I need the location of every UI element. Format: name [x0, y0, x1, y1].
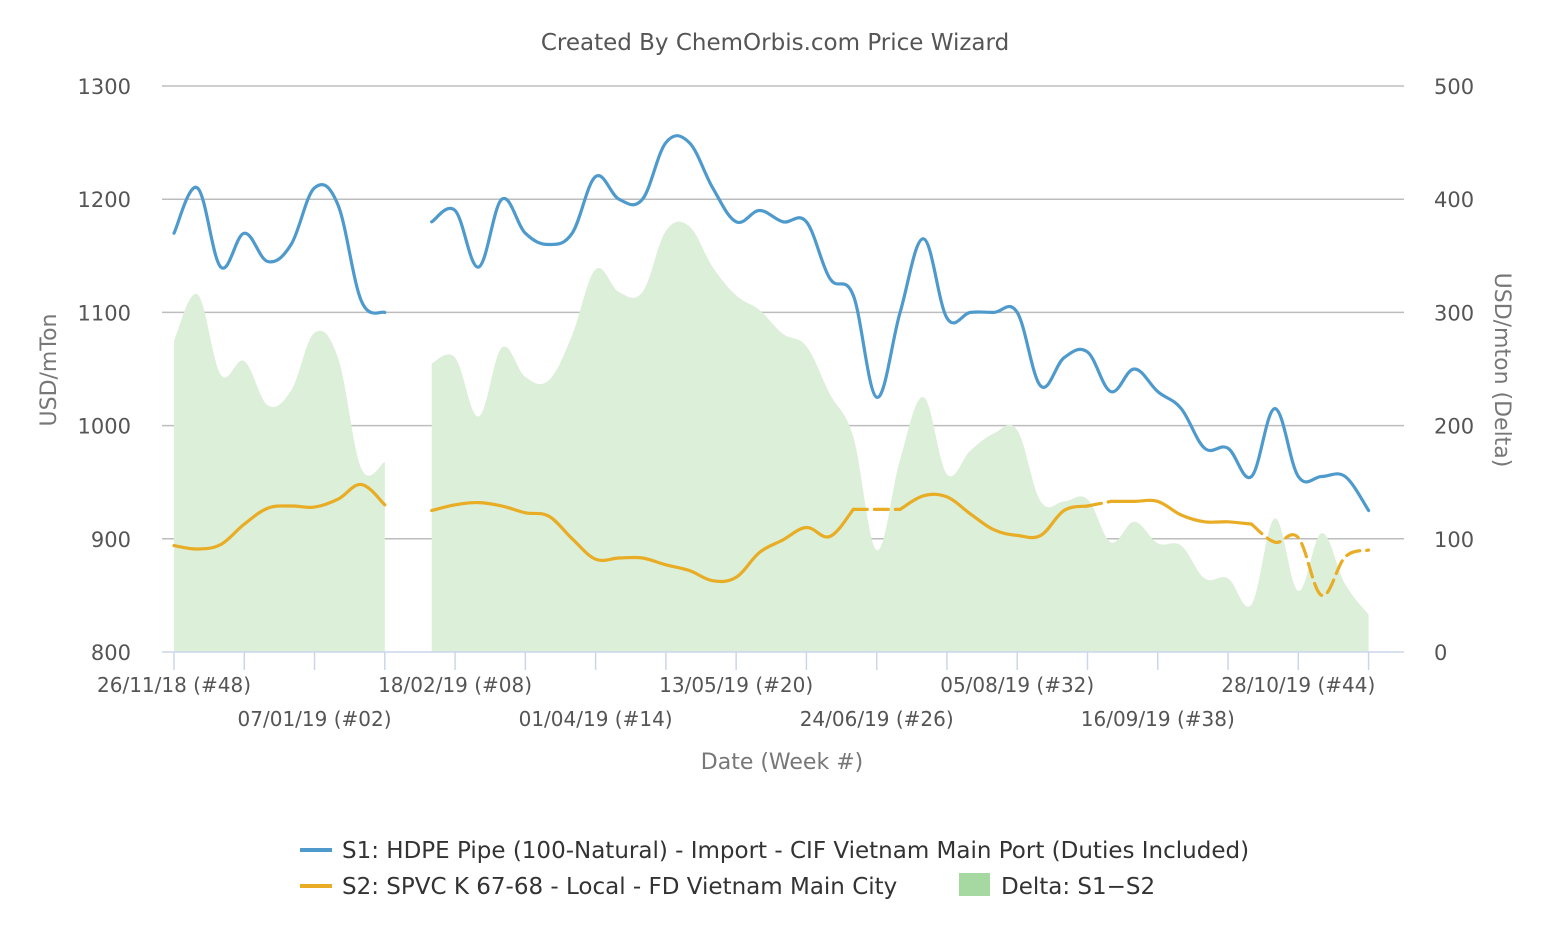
legend-item-s1[interactable]: S1: HDPE Pipe (100-Natural) - Import - C… [300, 838, 1249, 864]
x-tick-label: 28/10/19 (#44) [1221, 673, 1375, 697]
y2-tick-label: 300 [1434, 301, 1474, 325]
y2-tick-label: 200 [1434, 415, 1474, 439]
s1-line-segment [172, 183, 387, 315]
y2-tick-label: 500 [1434, 75, 1474, 99]
y2-tick-label: 100 [1434, 528, 1474, 552]
legend-label-s2: S2: SPVC K 67-68 - Local - FD Vietnam Ma… [342, 874, 897, 900]
legend-item-s2[interactable]: S2: SPVC K 67-68 - Local - FD Vietnam Ma… [300, 874, 897, 900]
x-tick-label: 01/04/19 (#14) [519, 707, 673, 731]
s2-line-segment [1249, 522, 1371, 598]
y2-tick-label: 0 [1434, 641, 1447, 665]
x-axis-title: Date (Week #) [701, 750, 863, 775]
x-tick-label: 07/01/19 (#02) [238, 707, 392, 731]
x-tick-label: 24/06/19 (#26) [800, 707, 954, 731]
legend-item-delta[interactable]: Delta: S1−S2 [959, 873, 1155, 900]
legend: S1: HDPE Pipe (100-Natural) - Import - C… [300, 838, 1249, 900]
legend-label-s1: S1: HDPE Pipe (100-Natural) - Import - C… [342, 838, 1249, 864]
delta-area [431, 221, 1369, 653]
legend-label-delta: Delta: S1−S2 [1001, 874, 1155, 900]
s2-line-segment [172, 482, 387, 551]
axes [162, 651, 1404, 670]
x-tick-label: 05/08/19 (#32) [940, 673, 1094, 697]
chart-title: Created By ChemOrbis.com Price Wizard [541, 30, 1009, 56]
legend-swatch-delta [959, 873, 990, 896]
s2-line-segment [430, 500, 855, 584]
x-tick-label: 13/05/19 (#20) [659, 673, 813, 697]
y-tick-label: 1200 [78, 188, 131, 212]
x-tick-label: 18/02/19 (#08) [378, 673, 532, 697]
y-axis-title: USD/mTon [37, 314, 62, 427]
s2-line-segment [1109, 498, 1254, 526]
y-tick-label: 1000 [78, 415, 131, 439]
y2-axis-title: USD/mton (Delta) [1489, 273, 1514, 468]
y2-axis-tick-labels: 0 100 200 300 400 500 [1434, 75, 1474, 665]
y-axis-tick-labels: 800 900 1000 1100 1200 1300 [78, 75, 131, 665]
s2-line-segment [1085, 499, 1113, 508]
delta-area-layer [174, 221, 1369, 653]
s2-line-segment [898, 492, 1090, 540]
y-tick-label: 900 [91, 528, 131, 552]
y-tick-label: 1100 [78, 301, 131, 325]
y-tick-label: 800 [91, 641, 131, 665]
y-tick-label: 1300 [78, 75, 131, 99]
delta-area [174, 293, 385, 652]
x-axis-tick-labels: 26/11/18 (#48) 07/01/19 (#02) 18/02/19 (#0… [97, 673, 1375, 731]
y2-tick-label: 400 [1434, 188, 1474, 212]
x-tick-label: 26/11/18 (#48) [97, 673, 251, 697]
s1-line-segment [430, 134, 1371, 513]
series-line-layer [172, 134, 1371, 598]
x-tick-label: 16/09/19 (#38) [1081, 707, 1235, 731]
